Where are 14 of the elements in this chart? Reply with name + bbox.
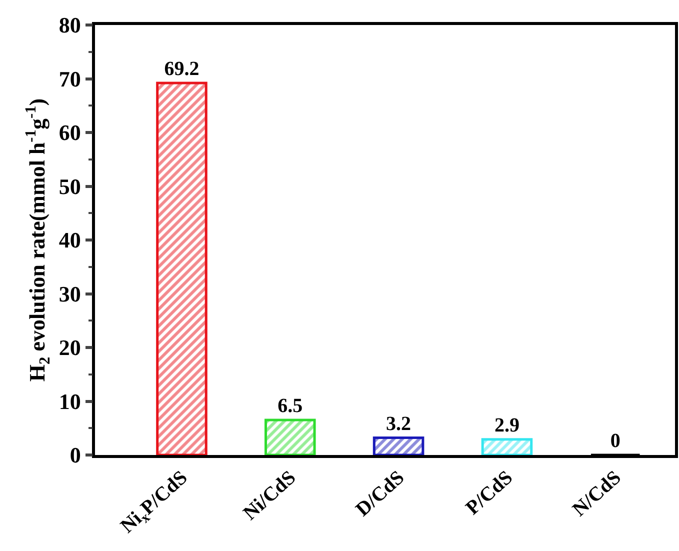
y-tick-label: 0: [70, 442, 81, 468]
data-label: 2.9: [494, 414, 520, 436]
y-tick-label: 40: [58, 228, 81, 253]
y-tick-label: 50: [58, 174, 81, 199]
data-label: 3.2: [386, 412, 412, 435]
y-tick-label: 10: [58, 388, 81, 414]
data-label: 69.2: [164, 58, 200, 80]
y-tick-label: 20: [58, 335, 81, 360]
y-tick-label: 30: [58, 281, 81, 306]
y-tick-label: 80: [58, 12, 81, 38]
data-label: 0: [610, 430, 620, 452]
y-tick-label: 70: [58, 66, 81, 92]
data-label: 6.5: [278, 395, 303, 418]
y-tick-label: 60: [58, 120, 81, 146]
